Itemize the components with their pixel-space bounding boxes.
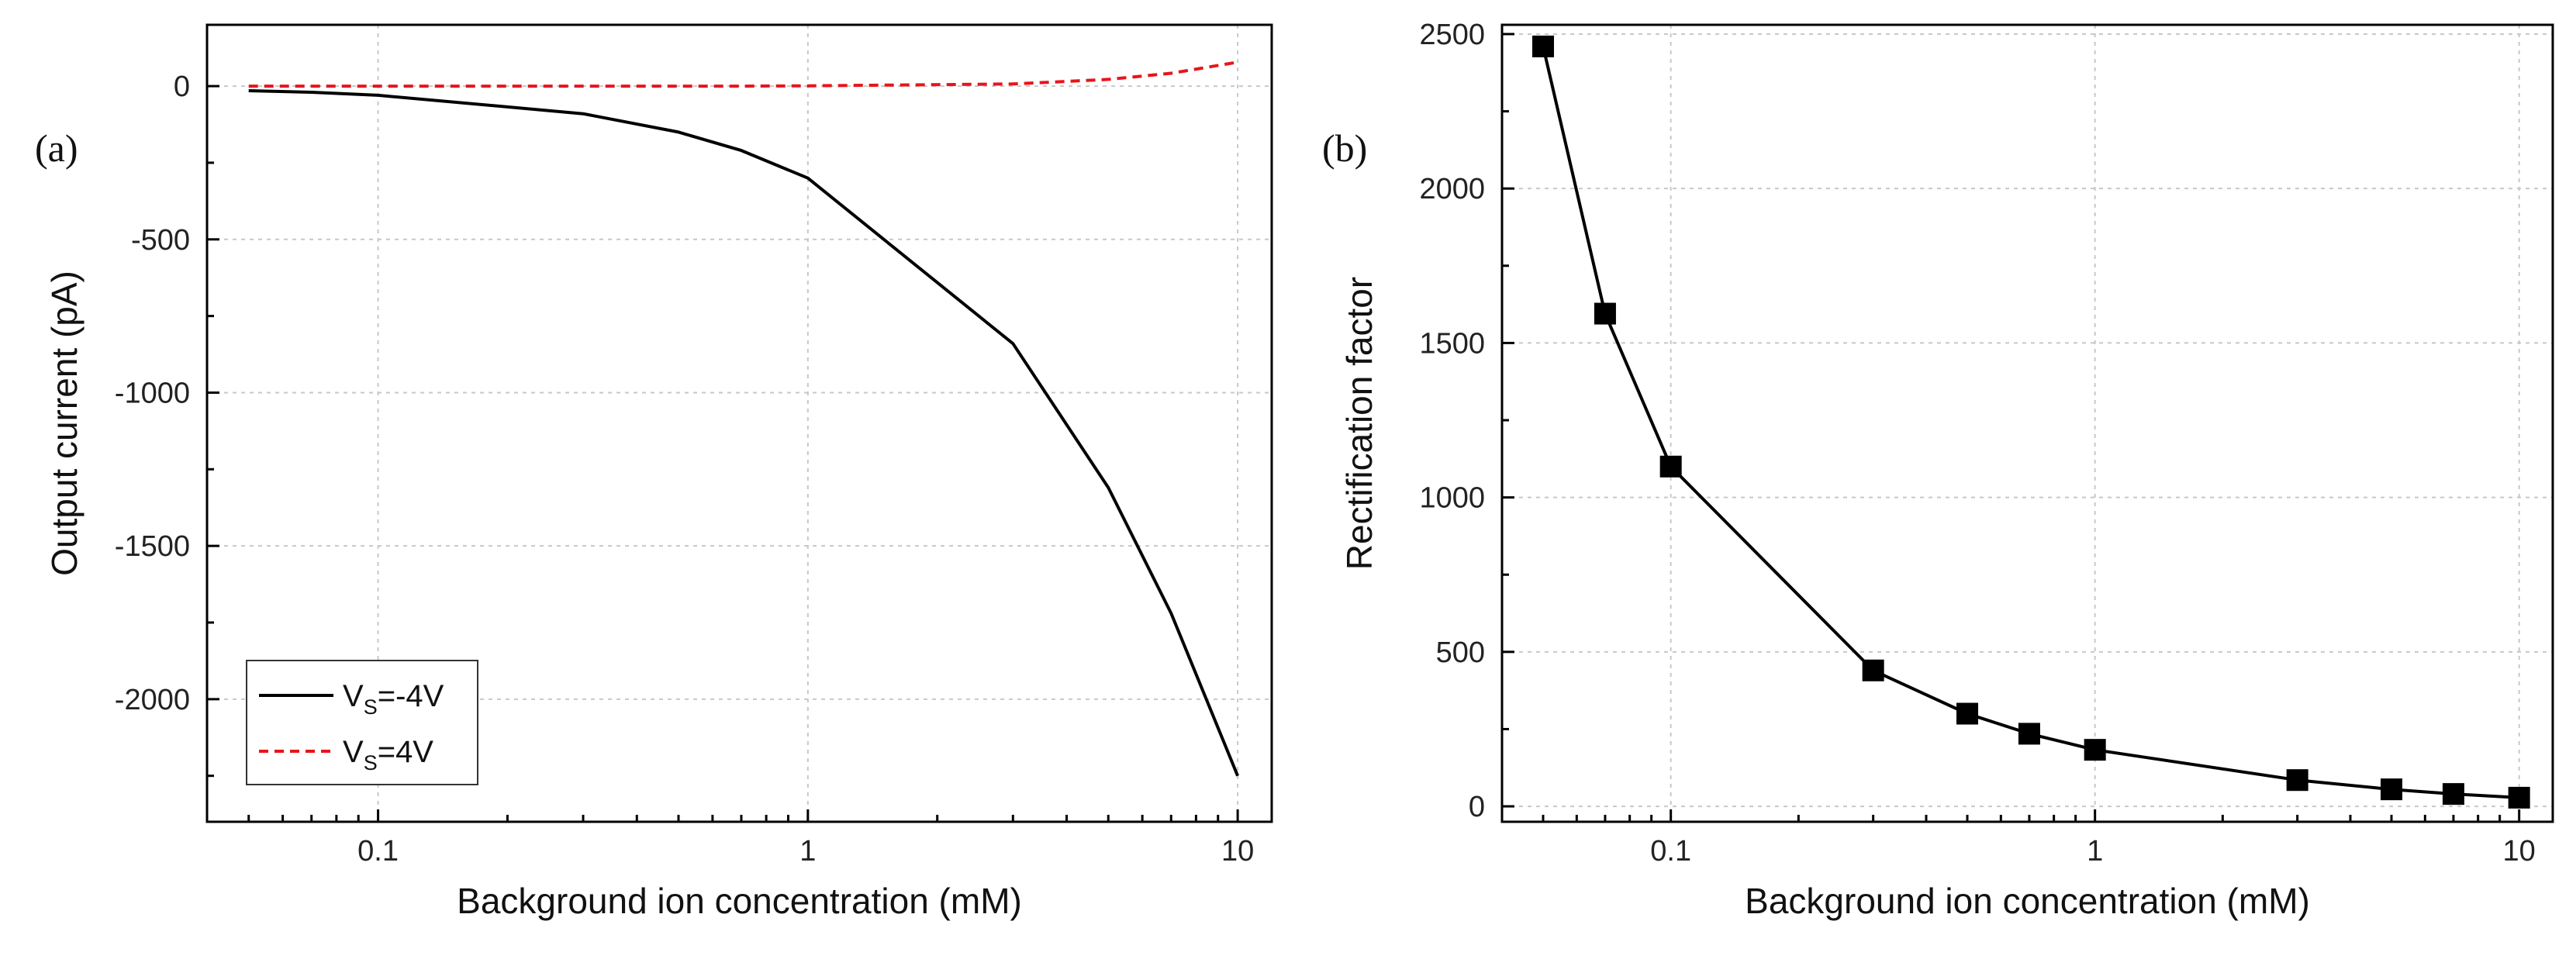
plot-frame-b xyxy=(1500,23,2554,823)
y-tick-label-b: 2000 xyxy=(1419,173,1485,205)
y-tick-label-a: -500 xyxy=(131,224,190,257)
series-line-a-0 xyxy=(248,89,1239,777)
x-tick-label-b: 10 xyxy=(2503,835,2536,868)
x-tick-label-a: 1 xyxy=(799,835,816,868)
chart-panel-a: 0.1 1 10 0 -500 -1000 -1500 -2000 (a) Backgroun… xyxy=(35,23,1273,921)
grid-a xyxy=(207,25,1272,822)
y-tick-label-a: -1000 xyxy=(115,377,190,409)
y-tick-label-b: 2500 xyxy=(1419,19,1485,51)
series-layer-b xyxy=(1532,35,2530,809)
legend-a: VS=-4V VS=4V xyxy=(246,660,478,785)
data-point-marker xyxy=(2084,739,2106,761)
x-axis-title-a: Background ion concentration (mM) xyxy=(457,881,1022,921)
y-tick-label-b: 1000 xyxy=(1419,482,1485,515)
legend-box xyxy=(246,660,478,785)
series-line-b-0 xyxy=(1542,46,2519,799)
panel-label-a: (a) xyxy=(35,126,78,170)
data-point-marker xyxy=(1532,35,1555,57)
data-point-marker xyxy=(1659,455,1682,478)
x-tick-label-b: 1 xyxy=(2087,835,2103,868)
series-layer-a xyxy=(248,60,1239,777)
data-point-marker xyxy=(1956,702,1979,725)
data-point-marker xyxy=(1594,302,1616,325)
x-tick-label-a: 10 xyxy=(1221,835,1254,868)
series-line-a-1 xyxy=(248,60,1238,88)
panel-label-b: (b) xyxy=(1322,126,1367,170)
data-point-marker xyxy=(2018,723,2040,745)
y-axis-title-a: Output current (pA) xyxy=(44,271,85,576)
x-axis-title-b: Background ion concentration (mM) xyxy=(1745,881,2310,921)
y-tick-label-a: 0 xyxy=(174,71,190,103)
y-tick-label-a: -1500 xyxy=(115,530,190,563)
legend-label-vs-neg4v: VS=-4V xyxy=(343,679,444,719)
x-tick-label-a: 0.1 xyxy=(357,835,399,868)
data-point-marker xyxy=(2508,786,2530,809)
grid-b xyxy=(1502,25,2553,822)
plot-frame-a xyxy=(205,23,1273,823)
ticks-a: 0.1 1 10 0 -500 -1000 -1500 -2000 xyxy=(115,71,1254,868)
data-point-marker xyxy=(2442,783,2464,805)
data-point-marker xyxy=(2381,778,2403,801)
data-point-marker xyxy=(1862,659,1884,681)
y-tick-label-a: -2000 xyxy=(115,684,190,716)
y-tick-label-b: 0 xyxy=(1469,791,1485,823)
x-tick-label-b: 0.1 xyxy=(1650,835,1691,868)
ticks-b: 0.1 1 10 0 500 1000 1500 2000 2500 xyxy=(1419,19,2535,868)
y-axis-title-b: Rectification factor xyxy=(1339,277,1380,570)
y-tick-label-b: 1500 xyxy=(1419,327,1485,360)
data-point-marker xyxy=(2286,769,2308,792)
y-tick-label-b: 500 xyxy=(1436,636,1485,669)
legend-label-vs-4v: VS=4V xyxy=(343,735,433,774)
chart-panel-b: 0.1 1 10 0 500 1000 1500 2000 2500 (b) Backgroun… xyxy=(1322,19,2554,921)
